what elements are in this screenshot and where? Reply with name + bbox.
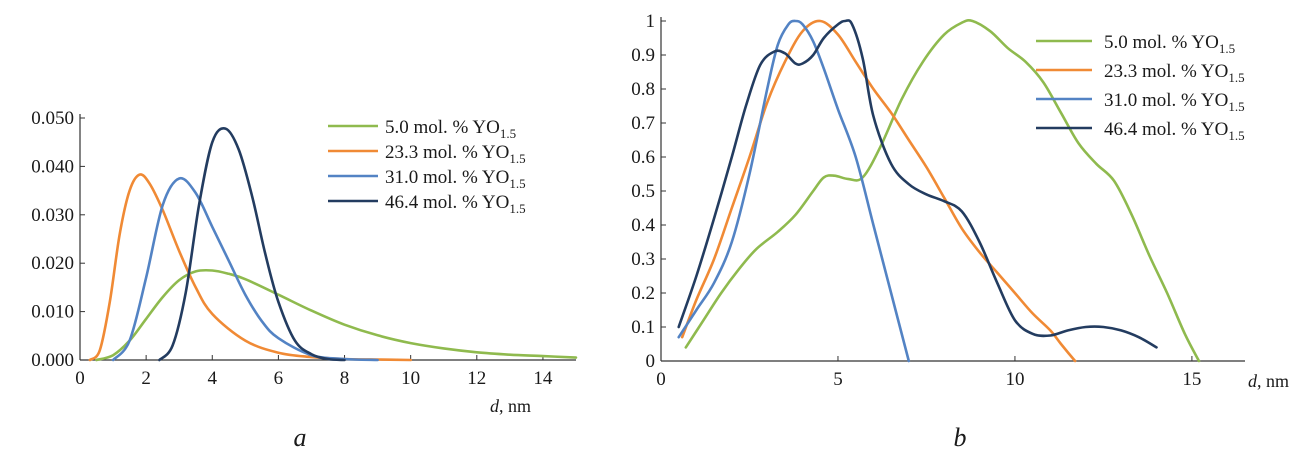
panel-b-x-tick-label: 15 — [1182, 369, 1201, 390]
chart-panel-b: 0 5 10 15 0 0.1 0.2 0.3 0.4 0.5 0.6 0.7 0.8 0.9 1 5.0 m… — [631, 11, 1289, 452]
panel-a-series-line-0 — [95, 268, 578, 362]
panel-a-x-tick-label: 6 — [274, 368, 284, 389]
panel-a-x-tick-label: 2 — [141, 368, 151, 389]
panel-b-y-tick-label: 0.9 — [631, 45, 655, 66]
panel-a-legend-subscript: 1.5 — [500, 126, 516, 141]
chart-panel-a: 0 2 4 6 8 10 12 14 0.000 0.010 0.020 0.030 0.040 0.05… — [31, 108, 578, 452]
panel-a-y-tick-label: 0.020 — [31, 253, 74, 274]
panel-a-caption: a — [294, 423, 307, 452]
panel-b-series-line-2 — [677, 19, 911, 363]
panel-b-x-tick-label: 0 — [656, 369, 666, 390]
panel-a-x-tick-label: 10 — [401, 368, 420, 389]
panel-a-legend-subscript: 1.5 — [509, 151, 525, 166]
panel-b-y-tick-label: 0.1 — [631, 317, 655, 338]
panel-a-x-tick-label: 4 — [208, 368, 218, 389]
panel-b-legend-subscript: 1.5 — [1228, 70, 1244, 85]
panel-b-x-tick-label: 5 — [833, 369, 843, 390]
panel-a-legend-subscript: 1.5 — [509, 176, 525, 191]
panel-b-x-axis-label: d, nm — [1248, 371, 1289, 391]
panel-b-legend-subscript: 1.5 — [1219, 41, 1235, 56]
panel-b-legend-subscript: 1.5 — [1228, 128, 1244, 143]
panel-b-y-tick-label: 0.7 — [631, 113, 655, 134]
panel-a-x-axis-label: d, nm — [490, 396, 531, 416]
panel-b-y-tick-label: 0.8 — [631, 79, 655, 100]
panel-a-x-tick-label: 12 — [467, 368, 486, 389]
panel-b-series-line-1 — [680, 19, 1077, 363]
panel-b-y-tick-label: 0.6 — [631, 147, 655, 168]
panel-a-series-line-2 — [111, 176, 379, 362]
panel-b-y-tick-label: 0.4 — [631, 215, 655, 236]
panel-a-legend-label: 31.0 mol. % YO1.5 — [385, 167, 526, 191]
panel-b-legend-subscript: 1.5 — [1228, 99, 1244, 114]
panel-a-legend-label: 5.0 mol. % YO1.5 — [385, 117, 516, 141]
panel-a-x-tick-label: 14 — [533, 368, 553, 389]
panel-a-x-tick-label: 8 — [340, 368, 350, 389]
panel-b-caption: b — [954, 423, 967, 452]
panel-a-y-tick-label: 0.000 — [31, 350, 74, 371]
panel-a-legend-subscript: 1.5 — [509, 201, 525, 216]
panel-b-legend-label: 5.0 mol. % YO1.5 — [1104, 32, 1235, 56]
panel-b-y-tick-label: 0.5 — [631, 181, 655, 202]
panel-b-legend-label: 23.3 mol. % YO1.5 — [1104, 61, 1245, 85]
panel-b-y-tick-label: 1 — [646, 11, 656, 32]
panel-b-y-tick-label: 0 — [646, 351, 656, 372]
panel-a-series-line-3 — [158, 127, 346, 362]
panel-a-x-tick-label: 0 — [75, 368, 85, 389]
panel-b-y-tick-label: 0.2 — [631, 283, 655, 304]
panel-b-legend-label: 46.4 mol. % YO1.5 — [1104, 119, 1245, 143]
panel-b-x-tick-label: 10 — [1005, 369, 1024, 390]
panel-a-y-tick-label: 0.050 — [31, 108, 74, 129]
panel-a-legend-label: 46.4 mol. % YO1.5 — [385, 192, 526, 216]
panel-b-y-tick-label: 0.3 — [631, 249, 655, 270]
panel-b-series-line-3 — [677, 19, 1158, 349]
panel-b-legend-label: 31.0 mol. % YO1.5 — [1104, 90, 1245, 114]
panel-a-y-tick-label: 0.030 — [31, 205, 74, 226]
panel-a-y-tick-label: 0.040 — [31, 156, 74, 177]
panel-a-legend-label: 23.3 mol. % YO1.5 — [385, 142, 526, 166]
panel-a-y-tick-label: 0.010 — [31, 302, 74, 323]
panel-b-series-line-0 — [684, 19, 1201, 363]
